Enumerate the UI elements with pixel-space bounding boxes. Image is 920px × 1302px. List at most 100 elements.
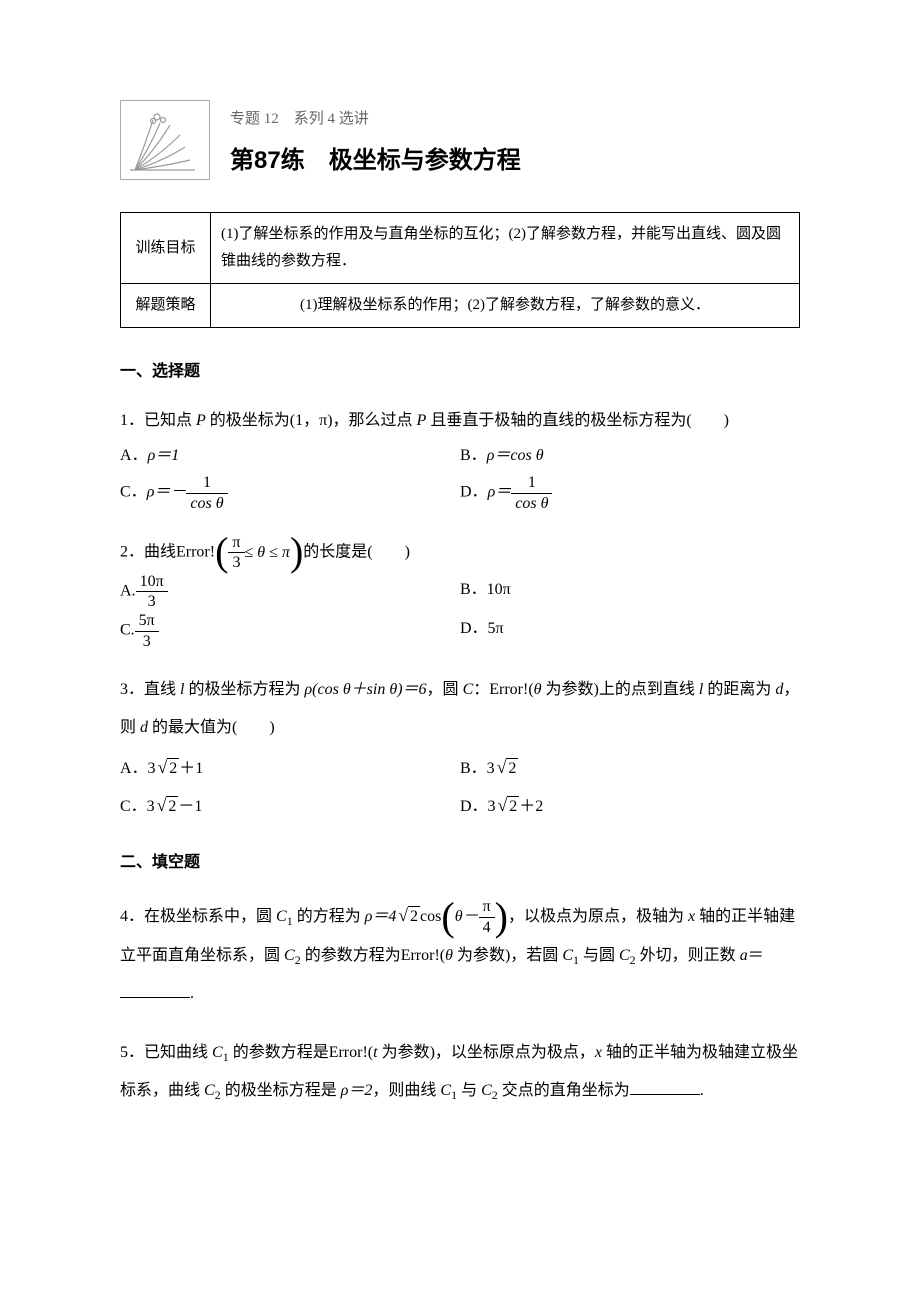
var-x: x (595, 1044, 602, 1061)
opt-label: A．3 (120, 760, 156, 777)
target-text: (1)了解坐标系的作用及与直角坐标的互化；(2)了解参数方程，并能写出直线、圆及… (211, 213, 800, 284)
q1-opt-a: A．ρ＝1 (120, 438, 460, 473)
paren-right-icon: ) (290, 536, 303, 568)
q2-opt-c: C.5π3 (120, 611, 460, 650)
math: ρ＝－ (147, 484, 187, 501)
text: 为参数)，以坐标原点为极点， (378, 1044, 595, 1061)
var-C2: C (284, 947, 295, 964)
q3-opt-a: A．32＋1 (120, 748, 460, 787)
q2-opt-d: D．5π (460, 611, 800, 650)
flower-icon (120, 100, 210, 180)
text: ：Error!( (473, 681, 533, 698)
var-C2: C (204, 1082, 215, 1099)
radicand: 2 (408, 906, 420, 926)
text: 且垂直于极轴的直线的极坐标方程为( ) (426, 412, 729, 429)
numerator: π (228, 533, 244, 553)
opt-label: B．3 (460, 760, 495, 777)
question-3: 3．直线 l 的极坐标方程为 ρ(cos θ＋sin θ)＝6，圆 C：Erro… (120, 671, 800, 825)
q1-opt-d: D．ρ＝1cos θ (460, 473, 800, 512)
q1-options-row1: A．ρ＝1 B．ρ＝cos θ (120, 438, 800, 473)
opt-label: D．3 (460, 798, 496, 815)
var-C1: C (212, 1044, 223, 1061)
var-C1: C (562, 947, 573, 964)
text: 的最大值为( ) (148, 719, 275, 736)
denominator: 3 (228, 553, 244, 572)
section-fill-title: 二、填空题 (120, 849, 800, 878)
targets-table: 训练目标 (1)了解坐标系的作用及与直角坐标的互化；(2)了解参数方程，并能写出… (120, 212, 800, 328)
paren-group: (θ－π4) (441, 897, 508, 936)
paren-left-icon: ( (441, 901, 454, 933)
math: ρ＝2 (341, 1082, 373, 1099)
math: θ－ (455, 898, 479, 936)
denominator: 3 (135, 632, 159, 651)
text: 与 (457, 1082, 481, 1099)
sqrt-icon: 2 (156, 748, 180, 787)
q3-opt-b: B．3 2 (460, 748, 800, 787)
opt-label: A． (120, 447, 148, 464)
var-theta: θ (534, 681, 542, 698)
question-1: 1．已知点 P 的极坐标为(1，π)，那么过点 P 且垂直于极轴的直线的极坐标方… (120, 403, 800, 513)
paren-left-icon: ( (215, 536, 228, 568)
math: ρ＝ (488, 484, 512, 501)
text: ，圆 (427, 681, 463, 698)
fraction: π4 (479, 897, 495, 936)
question-4: 4．在极坐标系中，圆 C1 的方程为 ρ＝42cos(θ－π4)，以极点为原点，… (120, 894, 800, 1014)
sqrt-icon: 2 (155, 786, 179, 825)
fraction: 1cos θ (186, 473, 227, 512)
math: ρ＝1 (148, 447, 180, 464)
var-P: P (417, 412, 427, 429)
var-theta: θ (445, 947, 453, 964)
paren-right-icon: ) (495, 901, 508, 933)
numerator: 1 (511, 473, 552, 493)
text: 与圆 (579, 947, 619, 964)
denominator: 4 (479, 918, 495, 937)
text: 为参数)上的点到直线 (542, 681, 699, 698)
text: ＝ (748, 947, 764, 964)
var-C1: C (440, 1082, 451, 1099)
denominator: cos θ (511, 494, 552, 513)
text: 的极坐标方程是 (221, 1082, 341, 1099)
text: 的极坐标方程为 (184, 681, 304, 698)
text: 的长度是( ) (303, 543, 410, 560)
text: 3．直线 (120, 681, 180, 698)
numerator: 5π (135, 611, 159, 631)
opt-label: C. (120, 622, 135, 639)
fraction: 10π3 (136, 572, 168, 611)
text: 4．在极坐标系中，圆 (120, 908, 276, 925)
denominator: 3 (136, 592, 168, 611)
header-text: 专题 12 系列 4 选讲 第87练 极坐标与参数方程 (230, 100, 800, 182)
q2-opt-b: B．10π (460, 572, 800, 611)
radicand: 2 (506, 758, 518, 778)
var-C2: C (619, 947, 630, 964)
q3-stem: 3．直线 l 的极坐标方程为 ρ(cos θ＋sin θ)＝6，圆 C：Erro… (120, 671, 800, 748)
sqrt-icon: 2 (496, 786, 520, 825)
text: 的方程为 (293, 908, 365, 925)
q1-opt-b: B．ρ＝cos θ (460, 438, 800, 473)
sqrt-icon: 2 (396, 894, 420, 936)
fraction: 5π3 (135, 611, 159, 650)
radicand: 2 (166, 796, 178, 816)
var-a: a (740, 947, 748, 964)
header-block: 专题 12 系列 4 选讲 第87练 极坐标与参数方程 (120, 100, 800, 182)
period: . (190, 985, 194, 1002)
fraction: π3 (228, 533, 244, 572)
q2-options-row2: C.5π3 D．5π (120, 611, 800, 650)
q3-opt-c: C．32－1 (120, 786, 460, 825)
q1-stem: 1．已知点 P 的极坐标为(1，π)，那么过点 P 且垂直于极轴的直线的极坐标方… (120, 403, 800, 438)
blank-fill (630, 1079, 700, 1095)
text: 2．曲线Error! (120, 543, 215, 560)
text: 交点的直角坐标为 (498, 1082, 630, 1099)
var-d: d (140, 719, 148, 736)
breadcrumb: 专题 12 系列 4 选讲 (230, 106, 800, 133)
q2-options-row1: A.10π3 B．10π (120, 572, 800, 611)
text: 为参数)，若圆 (453, 947, 562, 964)
q2-stem: 2．曲线Error!(π3 ≤ θ ≤ π)的长度是( ) (120, 533, 800, 572)
numerator: 1 (186, 473, 227, 493)
opt-label: C． (120, 484, 147, 501)
radicand: 2 (167, 758, 179, 778)
sqrt-icon: 2 (495, 748, 519, 787)
math: ＋2 (519, 798, 543, 815)
condition-group: (π3 ≤ θ ≤ π) (215, 533, 303, 572)
text: ，则曲线 (372, 1082, 440, 1099)
denominator: cos θ (186, 494, 227, 513)
